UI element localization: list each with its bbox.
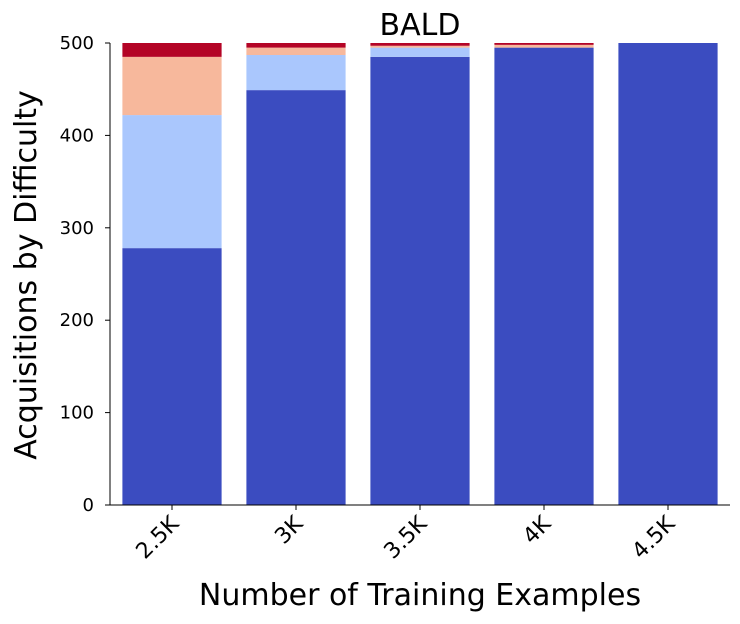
x-tick-label: 3.5K bbox=[380, 511, 433, 564]
bar-segment-1 bbox=[246, 90, 346, 506]
bar-segment-2 bbox=[370, 47, 470, 57]
bar-segment-4 bbox=[494, 43, 594, 45]
bar-segment-3 bbox=[494, 44, 594, 48]
y-tick-label: 400 bbox=[60, 125, 94, 146]
y-axis-label: Acquisitions by Difficulty bbox=[9, 90, 44, 460]
bar-segment-3 bbox=[246, 47, 346, 56]
bars-group bbox=[122, 43, 718, 506]
x-tick-label: 3K bbox=[270, 511, 308, 549]
bar-segment-2 bbox=[246, 55, 346, 91]
x-tick-label: 4.5K bbox=[628, 511, 681, 564]
bar-segment-2 bbox=[122, 115, 222, 249]
bar-segment-3 bbox=[370, 45, 470, 48]
bar-segment-1 bbox=[370, 56, 470, 506]
x-axis-label: Number of Training Examples bbox=[199, 578, 641, 613]
x-ticks: 2.5K 3K 3.5K 4K 4.5K bbox=[132, 505, 681, 564]
y-ticks: 0 100 200 300 400 500 bbox=[60, 33, 110, 516]
y-tick-label: 200 bbox=[60, 310, 94, 331]
y-tick-label: 0 bbox=[83, 495, 94, 516]
bar-segment-4 bbox=[370, 43, 470, 46]
x-tick-label: 2.5K bbox=[132, 511, 185, 564]
bar-segment-1 bbox=[122, 248, 222, 505]
chart-title: BALD bbox=[380, 8, 461, 43]
y-tick-label: 100 bbox=[60, 403, 94, 424]
bar-segment-4 bbox=[122, 43, 222, 57]
bar-segment-4 bbox=[246, 43, 346, 48]
x-tick-label: 4K bbox=[518, 511, 556, 549]
y-tick-label: 300 bbox=[60, 218, 94, 239]
bar-segment-3 bbox=[122, 56, 222, 116]
y-tick-label: 500 bbox=[60, 33, 94, 54]
bar-segment-1 bbox=[494, 47, 594, 506]
bar-segment-1 bbox=[618, 43, 718, 505]
